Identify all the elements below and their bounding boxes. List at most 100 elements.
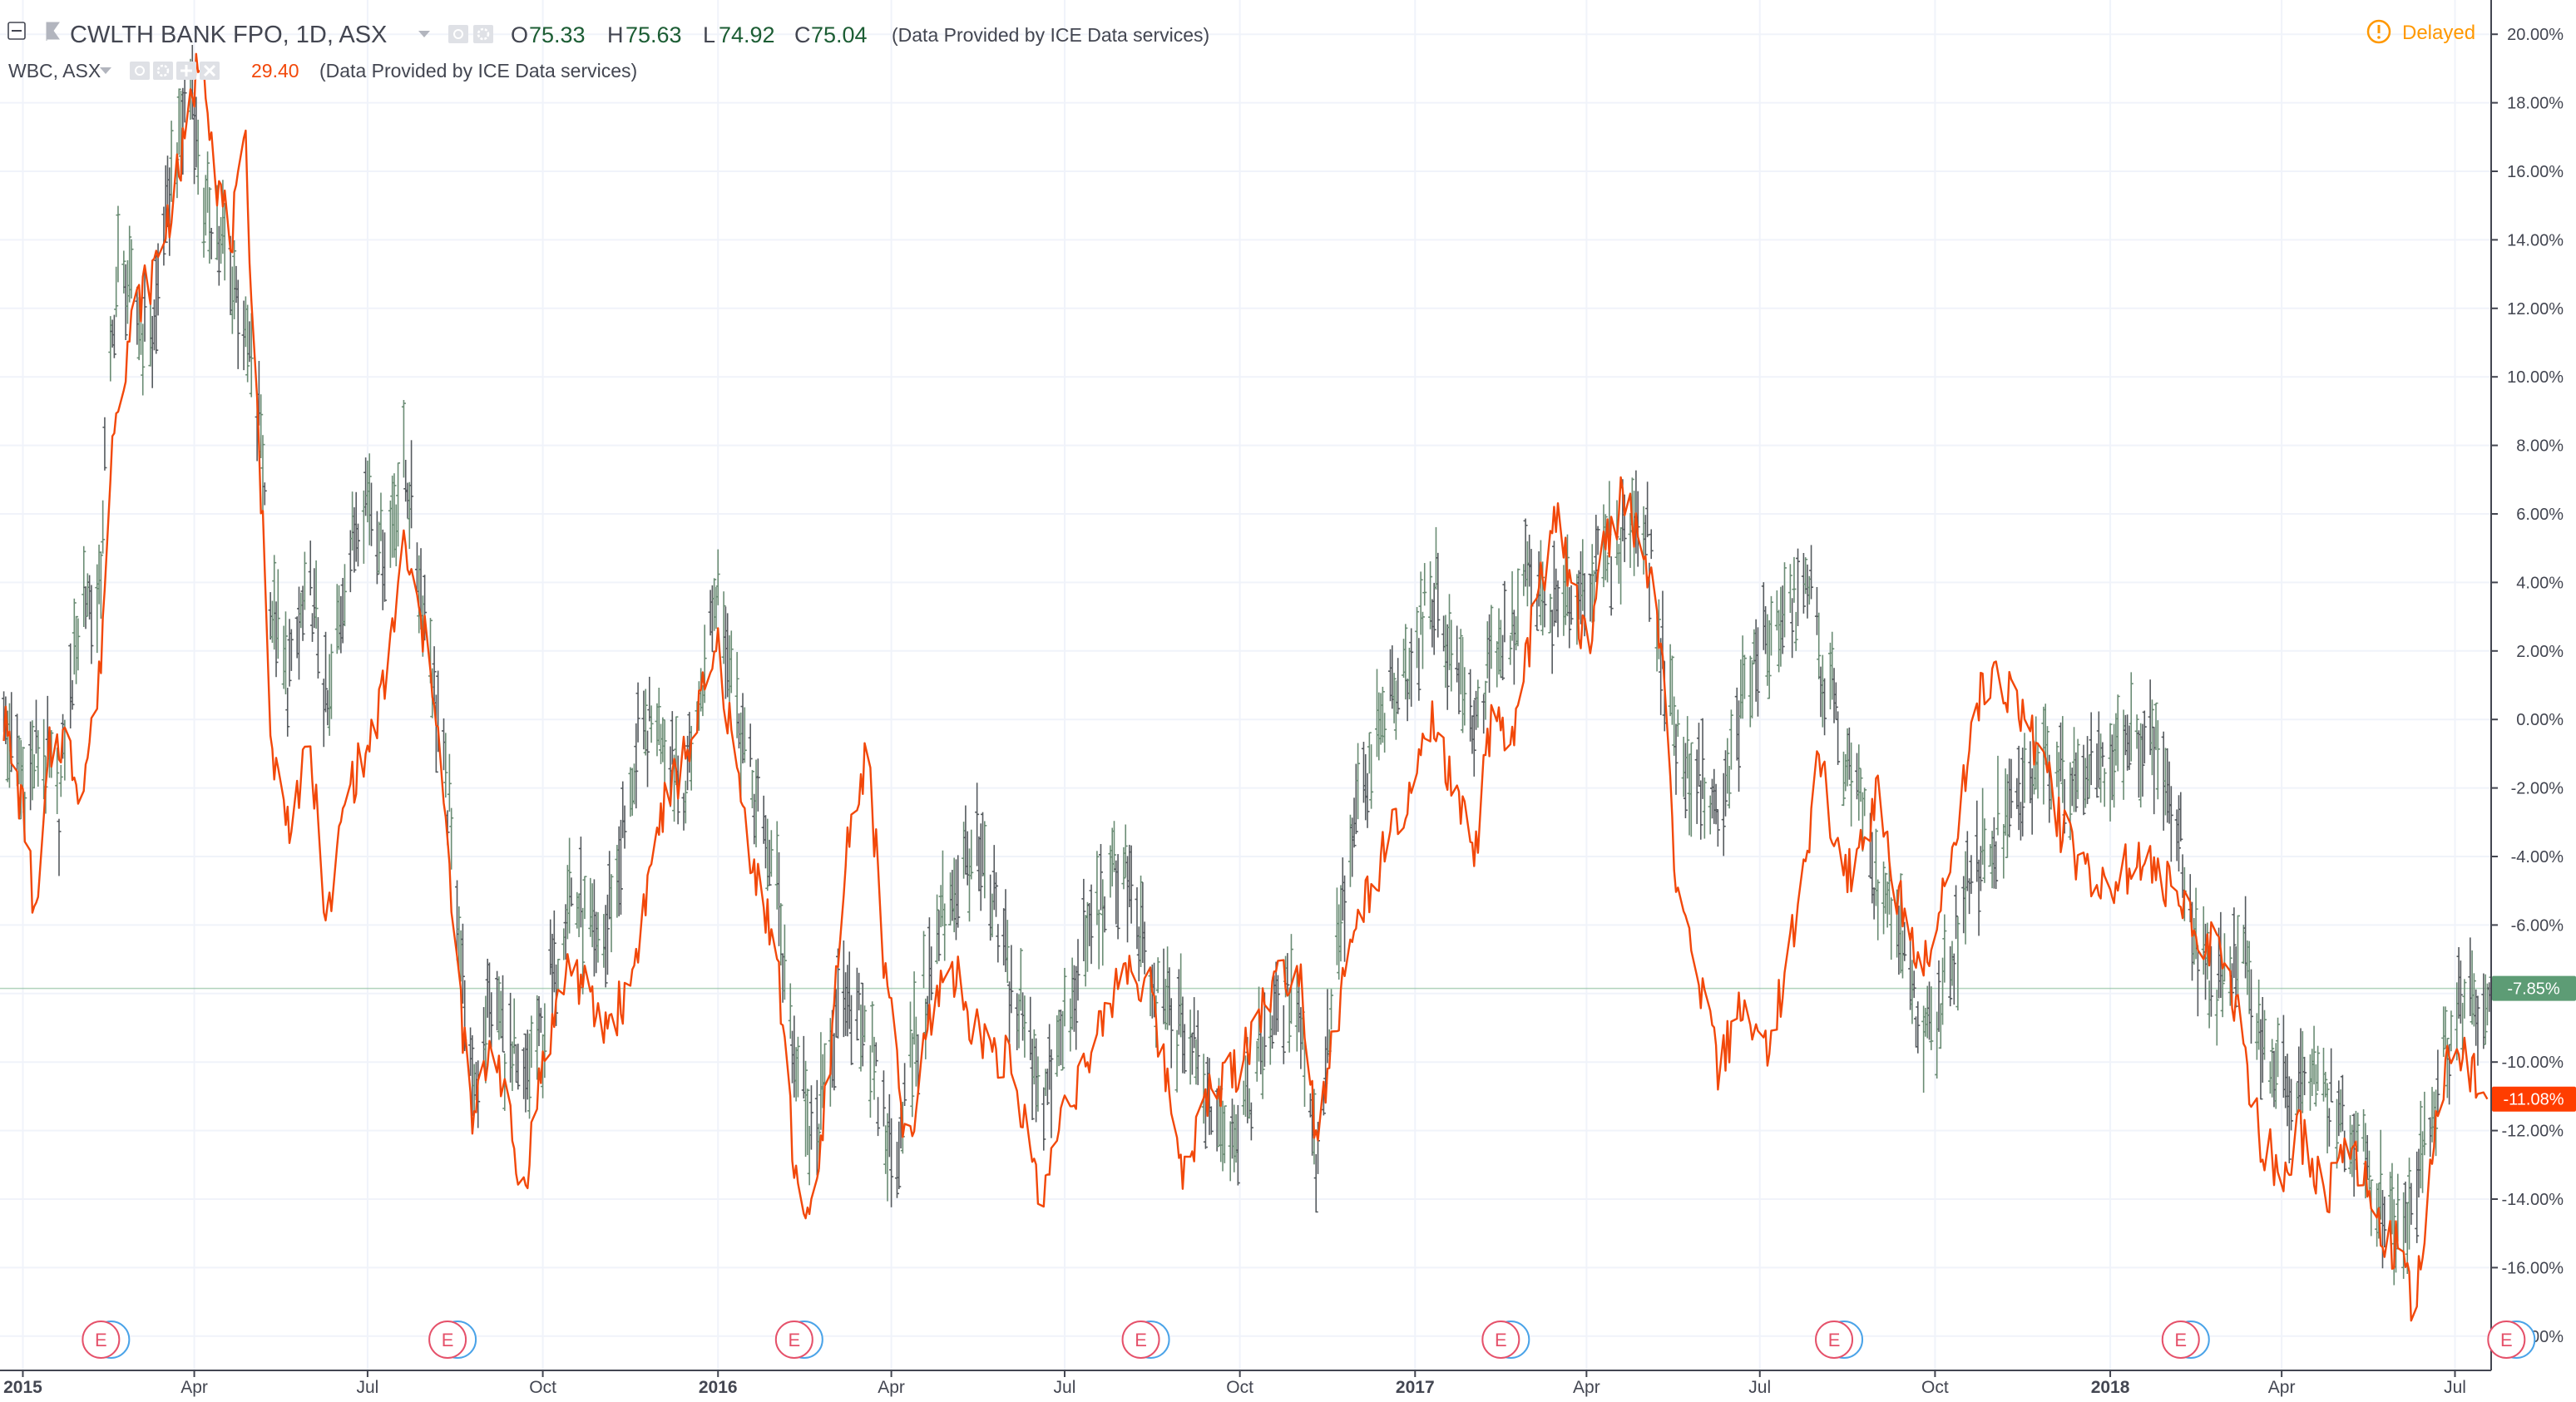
ohlc-bar [1508,634,1513,665]
compare-last-value: 29.40 [251,60,299,81]
ohlc-bar [742,707,747,763]
ohlc-bar [283,611,288,694]
data-provider-note: (Data Provided by ICE Data services) [892,24,1209,46]
eye-icon[interactable] [448,25,468,43]
ohlc-bar [868,1045,873,1118]
earnings-marker[interactable]: E [428,1321,477,1359]
ohlc-bar [1074,965,1079,1050]
gear-icon[interactable] [473,25,493,43]
ohlc-bar [161,206,166,266]
close-icon[interactable] [200,62,220,80]
grid-layer [0,0,2491,1370]
ohlc-bar [656,688,661,746]
ohlc-bar [649,705,654,743]
collapse-legend-button[interactable] [7,22,26,40]
ohlc-bar [1222,1105,1227,1163]
gear-icon[interactable] [153,62,173,80]
ohlc-bar [367,453,372,545]
eye-icon[interactable] [130,62,150,80]
earnings-marker[interactable]: E [774,1321,823,1359]
ohlc-bar [863,1005,868,1043]
ohlc-bar [235,279,240,369]
ohlc-bar [55,747,60,815]
x-tick-label: Oct [529,1378,556,1397]
ohlc-bar [101,500,106,554]
ohlc-bar [1182,1024,1187,1074]
ohlc-bar [1436,552,1441,638]
earnings-marker[interactable]: E [1481,1321,1530,1359]
ohlc-bar [1428,561,1433,629]
wbc-last-value: -11.08% [2503,1091,2564,1109]
ohlc-bar [1342,875,1347,962]
ohlc-bar [300,585,305,641]
ohlc-bar [1192,997,1197,1049]
ohlc-bar [76,618,81,671]
ohlc-bar [348,530,353,593]
ohlc-bar [1447,594,1452,670]
ohlc-bar [908,1001,913,1068]
ohlc-bar [1129,845,1134,924]
earnings-marker[interactable]: E [1815,1321,1864,1359]
ohlc-bar [114,266,119,318]
ohlc-bar [969,829,974,880]
plus-icon[interactable] [176,62,196,80]
ohlc-bar [1201,1054,1206,1124]
ohlc-bar [289,629,294,671]
ohlc-bar [596,911,601,963]
ohlc-bar [910,1033,915,1118]
earnings-label: E [1828,1330,1841,1350]
ohlc-bar [342,564,347,627]
ohlc-bar [683,780,688,824]
ohlc-bar [748,723,753,768]
ohlc-bar [195,119,200,195]
ohlc-bar [975,782,980,866]
ohlc-bar [635,682,640,743]
ohlc-bar [409,440,414,529]
compare-symbol-title[interactable]: WBC, ASX [8,60,101,81]
main-symbol-title[interactable]: CWLTH BANK FPO, 1D, ASX [70,22,387,48]
ohlc-bar [734,652,739,738]
x-tick-label: Jul [1054,1378,1076,1397]
ohlc-bar [141,323,146,396]
ohlc-bar [274,601,279,678]
ohlc-bar [245,304,250,383]
ohlc-bar [808,1085,813,1150]
ohlc-bar [20,747,25,793]
ohlc-bar [314,560,319,629]
ohlc-bar [1102,896,1107,933]
x-tick-label: Oct [1921,1378,1949,1397]
earnings-marker[interactable]: E [2487,1321,2536,1359]
ohlc-low-value: 74.92 [719,22,775,47]
ohlc-bar [1260,1036,1265,1099]
earnings-marker[interactable]: E [82,1321,131,1359]
ohlc-bar [609,874,614,953]
price-scale[interactable] [2491,0,2576,1370]
ohlc-bar [1471,699,1476,777]
y-tick-label: 4.00% [2516,574,2564,592]
ohlc-bar [176,88,181,156]
earnings-marker[interactable]: E [1121,1321,1170,1359]
ohlc-bar [1409,628,1414,707]
earnings-marker[interactable]: E [2161,1321,2210,1359]
ohlc-bar [285,688,290,737]
ohlc-bar [769,830,774,877]
y-tick-label: 18.00% [2507,95,2564,113]
ohlc-bar [207,187,212,264]
ohlc-bar [956,855,961,928]
ohlc-bar [618,819,623,915]
ohlc-bar [1281,1005,1286,1064]
ohlc-bar [70,679,75,710]
ohlc-bar [643,689,648,756]
ohlc-bar [715,549,720,605]
y-tick-label: 2.00% [2516,643,2564,661]
ohlc-bar [937,910,942,961]
ohlc-bar [1476,679,1481,728]
ohlc-bar [383,532,388,602]
y-tick-label: -12.00% [2502,1123,2564,1141]
ohlc-bar [443,733,448,798]
ohlc-bar [1121,847,1126,890]
y-tick-label: 0.00% [2516,711,2564,729]
time-scale[interactable] [0,1370,2576,1402]
ohlc-bar [551,910,556,993]
ohlc-bar [1275,975,1280,1032]
